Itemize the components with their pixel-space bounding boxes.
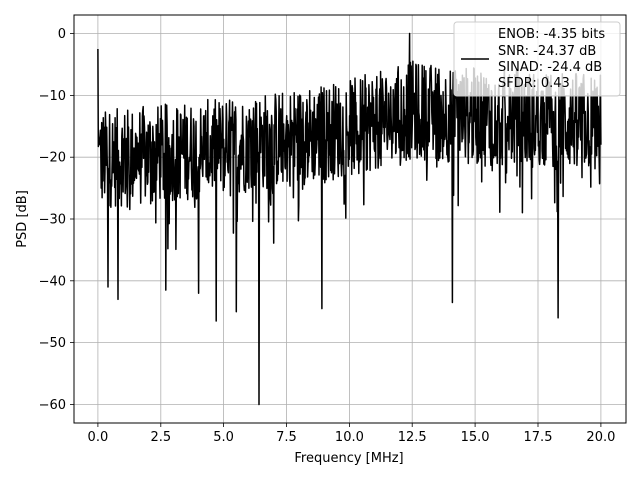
- legend-box: [453, 21, 621, 97]
- legend-snr: SNR: -24.37 dB: [498, 44, 596, 59]
- x-tick-label: 20.0: [586, 430, 615, 445]
- y-tick-label: 0: [58, 27, 66, 42]
- y-tick-label: −60: [39, 398, 66, 413]
- y-axis-label: PSD [dB]: [15, 190, 30, 248]
- legend-sfdr: SFDR: 0.43: [498, 76, 570, 91]
- x-tick-label: 7.5: [276, 430, 297, 445]
- x-tick-label: 5.0: [213, 430, 234, 445]
- y-tick-label: −10: [39, 89, 66, 104]
- x-axis-ticks: 0.0 2.5 5.0 7.5 10.0 12.5 15.0 17.5 20.0: [88, 423, 615, 445]
- y-tick-label: −20: [39, 151, 66, 166]
- x-tick-label: 17.5: [524, 430, 553, 445]
- x-tick-label: 12.5: [398, 430, 427, 445]
- y-tick-label: −30: [39, 213, 66, 228]
- y-tick-label: −50: [39, 336, 66, 351]
- x-tick-label: 2.5: [150, 430, 171, 445]
- legend-sinad: SINAD: -24.4 dB: [498, 60, 602, 75]
- psd-series-line: [97, 32, 602, 406]
- legend: ENOB: -4.35 bits SNR: -24.37 dB SINAD: -…: [453, 21, 621, 97]
- y-axis-ticks: 0 −10 −20 −30 −40 −50 −60: [39, 27, 74, 413]
- x-axis-label: Frequency [MHz]: [294, 451, 403, 466]
- x-tick-label: 10.0: [335, 430, 364, 445]
- y-tick-label: −40: [39, 274, 66, 289]
- x-tick-label: 15.0: [461, 430, 490, 445]
- x-tick-label: 0.0: [88, 430, 109, 445]
- plot-frame: [73, 14, 627, 424]
- legend-enob: ENOB: -4.35 bits: [498, 27, 605, 42]
